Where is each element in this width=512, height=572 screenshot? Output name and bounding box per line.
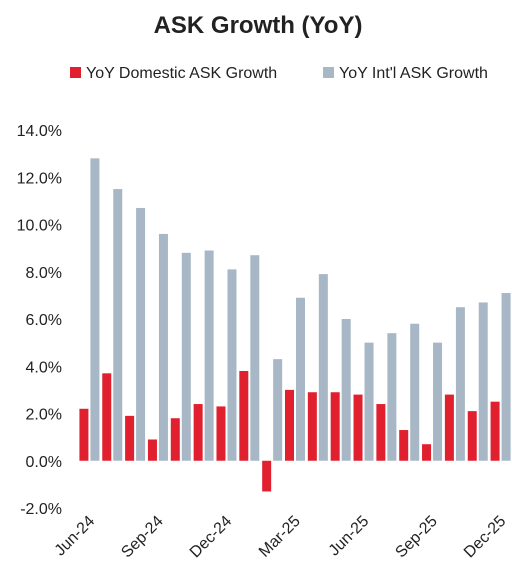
x-tick-label: Sep-24	[118, 513, 167, 562]
bar	[307, 392, 317, 461]
bar	[399, 430, 409, 461]
y-tick-label: 8.0%	[26, 265, 62, 282]
bar	[318, 274, 328, 461]
bar	[376, 404, 386, 461]
bar	[79, 408, 89, 461]
bar	[433, 342, 443, 461]
bar	[147, 439, 157, 461]
bar	[296, 297, 305, 461]
bar	[250, 255, 260, 461]
legend-label: YoY Int'l ASK Growth	[339, 65, 488, 82]
bar	[353, 394, 363, 461]
x-tick-label: Sep-25	[392, 513, 441, 562]
bar	[364, 342, 374, 461]
y-tick-label: 14.0%	[17, 123, 62, 140]
bar	[387, 333, 397, 461]
bar	[410, 323, 420, 461]
bar	[262, 460, 272, 492]
chart-title: ASK Growth (YoY)	[154, 12, 363, 39]
x-tick-label: Jun-24	[52, 513, 99, 560]
y-tick-label: 10.0%	[17, 218, 62, 235]
y-tick-label: 0.0%	[26, 454, 62, 471]
bar	[490, 401, 500, 461]
bar	[181, 252, 191, 461]
bar	[125, 415, 135, 461]
bar	[341, 319, 351, 461]
bar	[113, 189, 123, 461]
bar	[467, 411, 477, 461]
legend-swatch	[323, 67, 334, 78]
bar	[216, 406, 226, 461]
bar	[158, 233, 168, 461]
legend-swatch	[70, 67, 81, 78]
y-tick-label: 2.0%	[26, 407, 62, 424]
bar	[170, 418, 180, 461]
bar	[204, 250, 214, 461]
legend-label: YoY Domestic ASK Growth	[86, 65, 277, 82]
bar	[455, 307, 465, 461]
bar	[239, 370, 249, 461]
bar	[90, 158, 100, 461]
y-tick-label: 6.0%	[26, 312, 62, 329]
bar	[227, 269, 237, 461]
y-tick-label: 12.0%	[17, 170, 62, 187]
y-tick-label: 4.0%	[26, 359, 62, 376]
bar	[102, 373, 112, 461]
x-tick-label: Jun-25	[326, 513, 373, 560]
bar	[273, 359, 283, 461]
x-tick-label: Dec-24	[187, 513, 236, 562]
bar	[285, 389, 294, 461]
bar	[422, 444, 432, 461]
bar	[444, 394, 454, 461]
x-tick-label: Dec-25	[461, 513, 510, 562]
bar	[136, 207, 146, 461]
bar	[193, 404, 203, 461]
bar	[478, 302, 488, 461]
x-tick-label: Mar-25	[256, 513, 304, 561]
y-tick-label: -2.0%	[20, 501, 62, 518]
bar	[501, 293, 511, 461]
bar	[330, 392, 340, 461]
